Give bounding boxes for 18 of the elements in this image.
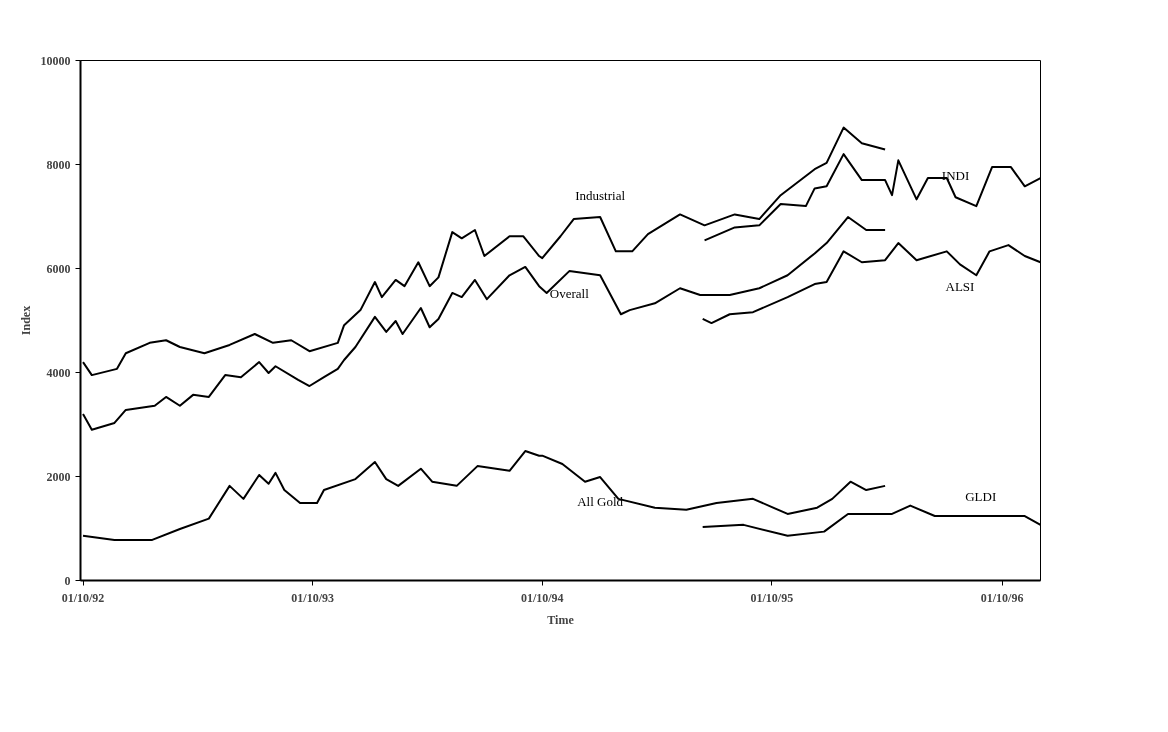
series-label: Industrial: [575, 187, 626, 203]
x-tick-label: 01/10/92: [61, 590, 105, 605]
x-tick-label: 01/10/93: [291, 590, 334, 605]
x-tick-label: 01/10/95: [750, 590, 794, 605]
y-tick-label: 4000: [46, 365, 71, 380]
series-label: ALSI: [945, 278, 975, 294]
y-tick-label: 0: [64, 573, 71, 588]
x-tick-label: 01/10/96: [980, 590, 1024, 605]
series-label: Overall: [549, 285, 590, 301]
x-tick-label: 01/10/94: [520, 590, 564, 605]
y-tick-label: 10000: [40, 53, 71, 68]
x-axis-title: Time: [547, 612, 575, 627]
y-tick-label: 2000: [46, 469, 71, 484]
series-label: GLDI: [965, 488, 997, 504]
series-label: All Gold: [577, 493, 624, 509]
y-tick-label: 6000: [46, 261, 71, 276]
y-tick-label: 8000: [46, 157, 71, 172]
y-axis-title: Index: [18, 305, 33, 336]
